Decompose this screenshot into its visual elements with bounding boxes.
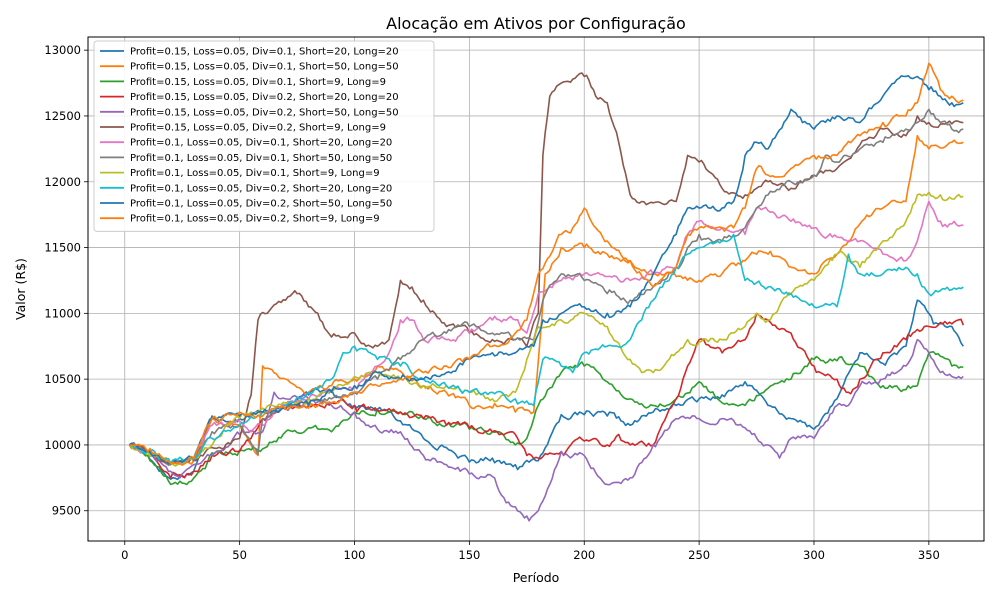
x-tick-label: 350 [918,548,940,562]
x-tick-label: 50 [232,548,247,562]
plot-area-frame [87,36,985,542]
legend-label: Profit=0.1, Loss=0.05, Div=0.1, Short=20… [130,138,392,149]
x-tick-label: 200 [573,548,595,562]
x-tick-label: 100 [344,548,366,562]
y-tick-label: 12000 [44,175,81,189]
y-tick-label: 11500 [44,241,81,255]
axis-ticks: 0 50 100 150 200 250 300 350 9500 10000 10500 11000… [44,43,939,562]
y-tick-label: 11000 [44,306,81,320]
x-tick-label: 0 [121,548,128,562]
legend-label: Profit=0.15, Loss=0.05, Div=0.2, Short=9… [130,123,386,134]
legend: Profit=0.15, Loss=0.05, Div=0.1, Short=2… [93,40,435,232]
legend-label: Profit=0.15, Loss=0.05, Div=0.1, Short=9… [130,77,386,88]
y-tick-label: 12500 [44,109,81,123]
series-line-5 [128,338,964,522]
y-tick-label: 10000 [44,438,81,452]
series-line-7 [129,200,964,465]
y-tick-label: 13000 [44,43,81,57]
x-axis-label: Período [513,570,560,585]
y-axis-label: Valor (R$) [13,258,28,320]
y-tick-label: 10500 [44,372,81,386]
x-tick-label: 250 [688,548,710,562]
legend-label: Profit=0.1, Loss=0.05, Div=0.2, Short=20… [130,183,392,194]
legend-box [93,40,435,232]
legend-label: Profit=0.15, Loss=0.05, Div=0.1, Short=5… [130,62,399,73]
y-tick-label: 9500 [52,504,81,518]
legend-label: Profit=0.1, Loss=0.05, Div=0.2, Short=50… [130,199,392,210]
x-tick-label: 300 [803,548,825,562]
x-tick-label: 150 [458,548,480,562]
legend-label: Profit=0.1, Loss=0.05, Div=0.2, Short=9,… [130,214,380,225]
series-line-3 [128,350,964,486]
chart-title: Alocação em Ativos por Configuração [386,14,686,33]
legend-label: Profit=0.15, Loss=0.05, Div=0.1, Short=2… [130,47,399,58]
series-lines [128,62,965,522]
legend-label: Profit=0.15, Loss=0.05, Div=0.2, Short=5… [130,107,399,118]
series-line-12 [129,62,964,466]
legend-label: Profit=0.1, Loss=0.05, Div=0.1, Short=50… [130,153,392,164]
legend-label: Profit=0.15, Loss=0.05, Div=0.2, Short=2… [130,92,399,103]
series-line-9 [128,191,964,467]
series-line-6 [128,72,964,466]
series-line-2 [128,134,964,465]
legend-label: Profit=0.1, Loss=0.05, Div=0.1, Short=9,… [130,168,380,179]
